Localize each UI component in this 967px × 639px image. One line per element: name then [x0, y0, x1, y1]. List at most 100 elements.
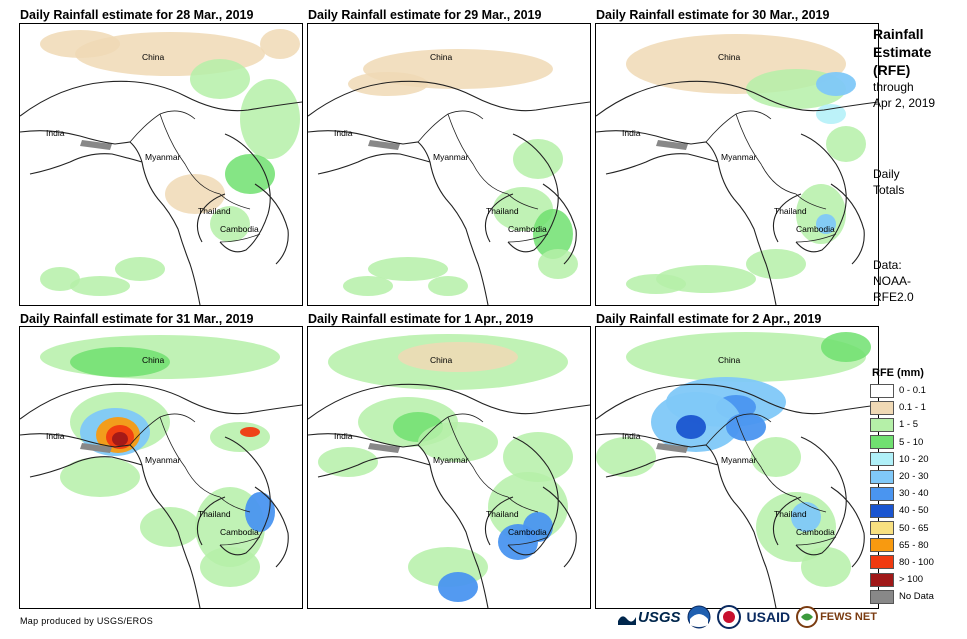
map-credit: Map produced by USGS/EROS	[20, 616, 154, 626]
legend-swatch	[870, 383, 894, 398]
rainfall-area	[801, 547, 851, 587]
usaid-logo: USAID	[746, 609, 791, 625]
legend-item: No Data	[870, 588, 962, 605]
legend-item: > 100	[870, 571, 962, 588]
rainfall-area	[40, 267, 80, 291]
legend-label: 20 - 30	[899, 471, 929, 483]
legend-item: 20 - 30	[870, 468, 962, 485]
noaa-logo-icon	[687, 605, 711, 629]
rainfall-area	[318, 447, 378, 477]
legend-swatch	[870, 503, 894, 518]
rainfall-area	[368, 257, 448, 281]
rainfall-area	[210, 422, 270, 452]
legend-swatch	[870, 417, 894, 432]
panel-title-2-apr: Daily Rainfall estimate for 2 Apr., 2019	[596, 312, 822, 326]
label-myanmar: Myanmar	[721, 455, 757, 465]
fewsnet-logo: FEWS NET	[796, 606, 877, 628]
label-india: India	[46, 128, 65, 138]
legend-item: 65 - 80	[870, 537, 962, 554]
label-cambodia: Cambodia	[220, 224, 259, 234]
side-title-line2: Estimate	[873, 44, 932, 60]
panel-title-31-mar: Daily Rainfall estimate for 31 Mar., 201…	[20, 312, 254, 326]
rainfall-area	[70, 347, 170, 377]
rainfall-area	[60, 457, 140, 497]
rainfall-map	[20, 29, 302, 305]
rainfall-area	[791, 502, 821, 532]
label-thailand: Thailand	[774, 509, 807, 519]
rainfall-area	[513, 139, 563, 179]
coastline	[596, 383, 878, 608]
legend-item: 10 - 20	[870, 451, 962, 468]
label-china: China	[430, 355, 453, 365]
label-cambodia: Cambodia	[796, 527, 835, 537]
legend-swatch	[870, 572, 894, 587]
legend-label: 0 - 0.1	[899, 385, 926, 397]
rainfall-area	[816, 104, 846, 124]
panel-title-29-mar: Daily Rainfall estimate for 29 Mar., 201…	[308, 8, 542, 22]
side-data-line1: Data:	[873, 258, 902, 272]
coastline	[20, 80, 302, 305]
rainfall-area	[398, 342, 518, 372]
rainfall-area	[40, 30, 120, 58]
rainfall-area	[240, 79, 300, 159]
label-myanmar: Myanmar	[145, 152, 181, 162]
rainfall-area	[70, 276, 130, 296]
rainfall-area	[751, 437, 801, 477]
rainfall-area	[348, 72, 428, 96]
label-china: China	[430, 52, 453, 62]
label-india: India	[46, 431, 65, 441]
no-data-area	[656, 443, 688, 453]
legend-label: 10 - 20	[899, 453, 929, 465]
rainfall-area	[245, 492, 275, 532]
label-cambodia: Cambodia	[508, 527, 547, 537]
rainfall-area	[438, 572, 478, 602]
map-panel-29-mar: China India Myanmar Thailand Cambodia	[307, 23, 591, 306]
label-india: India	[334, 431, 353, 441]
rainfall-area	[538, 249, 578, 279]
fewsnet-globe-icon	[796, 606, 819, 628]
rainfall-area	[821, 332, 871, 362]
rainfall-area	[165, 174, 225, 214]
legend-item: 0 - 0.1	[870, 382, 962, 399]
label-thailand: Thailand	[774, 206, 807, 216]
no-data-area	[80, 140, 112, 150]
rainfall-area	[260, 29, 300, 59]
legend-item: 80 - 100	[870, 554, 962, 571]
label-china: China	[718, 52, 741, 62]
legend-label: > 100	[899, 574, 924, 586]
rainfall-area	[816, 72, 856, 96]
country-border	[417, 110, 549, 243]
label-cambodia: Cambodia	[508, 224, 547, 234]
rainfall-area	[210, 206, 250, 242]
map-panel-28-mar: China India Myanmar Thailand Cambodia	[19, 23, 303, 306]
coastline	[308, 80, 590, 305]
rainfall-map	[308, 334, 590, 608]
label-myanmar: Myanmar	[433, 152, 469, 162]
side-daily-line1: Daily	[873, 167, 900, 181]
logo-strip: USGS USAID FEWS NET	[618, 605, 877, 629]
rainfall-area	[826, 126, 866, 162]
legend-label: 0.1 - 1	[899, 402, 926, 414]
rainfall-area	[428, 276, 468, 296]
rainfall-area	[498, 524, 538, 560]
country-border	[417, 413, 549, 546]
legend-item: 0.1 - 1	[870, 399, 962, 416]
rainfall-area	[115, 257, 165, 281]
legend-swatch	[870, 538, 894, 553]
no-data-area	[80, 443, 112, 453]
rainfall-area	[626, 332, 866, 382]
map-panel-2-apr: China India Myanmar Thailand Cambodia	[595, 326, 879, 609]
side-title-line1: Rainfall	[873, 26, 924, 42]
map-panel-30-mar: China India Myanmar Thailand Cambodia	[595, 23, 879, 306]
side-data-line3: RFE2.0	[873, 290, 914, 304]
rainfall-map	[20, 335, 302, 608]
legend-label: 80 - 100	[899, 556, 934, 568]
legend-title: RFE (mm)	[872, 367, 924, 379]
label-thailand: Thailand	[486, 509, 519, 519]
label-thailand: Thailand	[198, 509, 231, 519]
no-data-area	[368, 443, 400, 453]
panel-title-30-mar: Daily Rainfall estimate for 30 Mar., 201…	[596, 8, 830, 22]
legend-swatch	[870, 400, 894, 415]
legend-swatch	[870, 555, 894, 570]
country-border	[129, 110, 261, 243]
